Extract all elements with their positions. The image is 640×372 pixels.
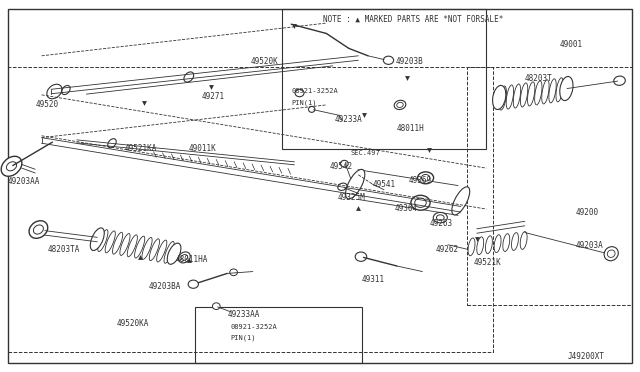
Text: PIN(1): PIN(1) (291, 99, 317, 106)
Text: 49521K: 49521K (474, 258, 501, 267)
Text: PIN(1): PIN(1) (230, 334, 256, 341)
Text: 49262: 49262 (435, 245, 458, 254)
Ellipse shape (560, 77, 573, 100)
Text: 48011H: 48011H (397, 124, 424, 133)
Text: 48203TA: 48203TA (48, 246, 81, 254)
Text: NOTE : ▲ MARKED PARTS ARE *NOT FORSALE*: NOTE : ▲ MARKED PARTS ARE *NOT FORSALE* (323, 15, 504, 24)
Text: 48203T: 48203T (525, 74, 552, 83)
Text: 49001: 49001 (560, 40, 583, 49)
Text: 49271: 49271 (202, 92, 225, 101)
Ellipse shape (230, 269, 237, 276)
Bar (195, 307, 362, 363)
Bar (282, 9, 486, 149)
FancyArrowPatch shape (358, 199, 458, 215)
Text: 49203AA: 49203AA (8, 177, 40, 186)
Text: 08921-3252A: 08921-3252A (291, 88, 338, 94)
Ellipse shape (1, 156, 22, 176)
Ellipse shape (179, 252, 190, 263)
Text: 49203BA: 49203BA (148, 282, 181, 291)
Text: 49541: 49541 (372, 180, 396, 189)
Text: 49325M: 49325M (337, 193, 365, 202)
Text: 49233A: 49233A (335, 115, 362, 124)
Text: 49263: 49263 (430, 219, 453, 228)
Text: 49521KA: 49521KA (125, 144, 157, 153)
Text: 49542: 49542 (330, 162, 353, 171)
Ellipse shape (383, 56, 394, 64)
Text: 49203A: 49203A (576, 241, 604, 250)
Text: 49364: 49364 (395, 204, 418, 213)
Text: 49011K: 49011K (189, 144, 216, 153)
Bar (8, 67, 493, 352)
Ellipse shape (346, 169, 365, 199)
Text: 49203B: 49203B (396, 57, 423, 66)
Ellipse shape (308, 106, 315, 112)
Ellipse shape (614, 76, 625, 85)
Text: SEC.497: SEC.497 (351, 150, 380, 156)
Ellipse shape (452, 187, 470, 215)
Ellipse shape (394, 100, 406, 109)
Text: 49520K: 49520K (251, 57, 278, 66)
Text: 49520: 49520 (35, 100, 58, 109)
FancyArrowPatch shape (358, 170, 458, 186)
Ellipse shape (418, 172, 434, 184)
Ellipse shape (167, 243, 181, 264)
Ellipse shape (295, 89, 304, 97)
Ellipse shape (29, 221, 48, 238)
Text: 49233AA: 49233AA (227, 310, 260, 319)
Ellipse shape (411, 195, 430, 210)
Text: 48011HA: 48011HA (176, 255, 209, 264)
Ellipse shape (188, 280, 198, 288)
Bar (467, 67, 632, 305)
Text: 49200: 49200 (576, 208, 599, 217)
Ellipse shape (493, 86, 506, 109)
Text: 08921-3252A: 08921-3252A (230, 324, 277, 330)
Text: 49520KA: 49520KA (116, 319, 149, 328)
Ellipse shape (90, 228, 104, 250)
Ellipse shape (212, 303, 220, 310)
Ellipse shape (433, 212, 447, 223)
Text: J49200XT: J49200XT (568, 352, 605, 361)
Text: 49369: 49369 (408, 176, 431, 185)
Text: 49311: 49311 (362, 275, 385, 284)
Ellipse shape (604, 247, 618, 261)
Ellipse shape (355, 252, 367, 262)
